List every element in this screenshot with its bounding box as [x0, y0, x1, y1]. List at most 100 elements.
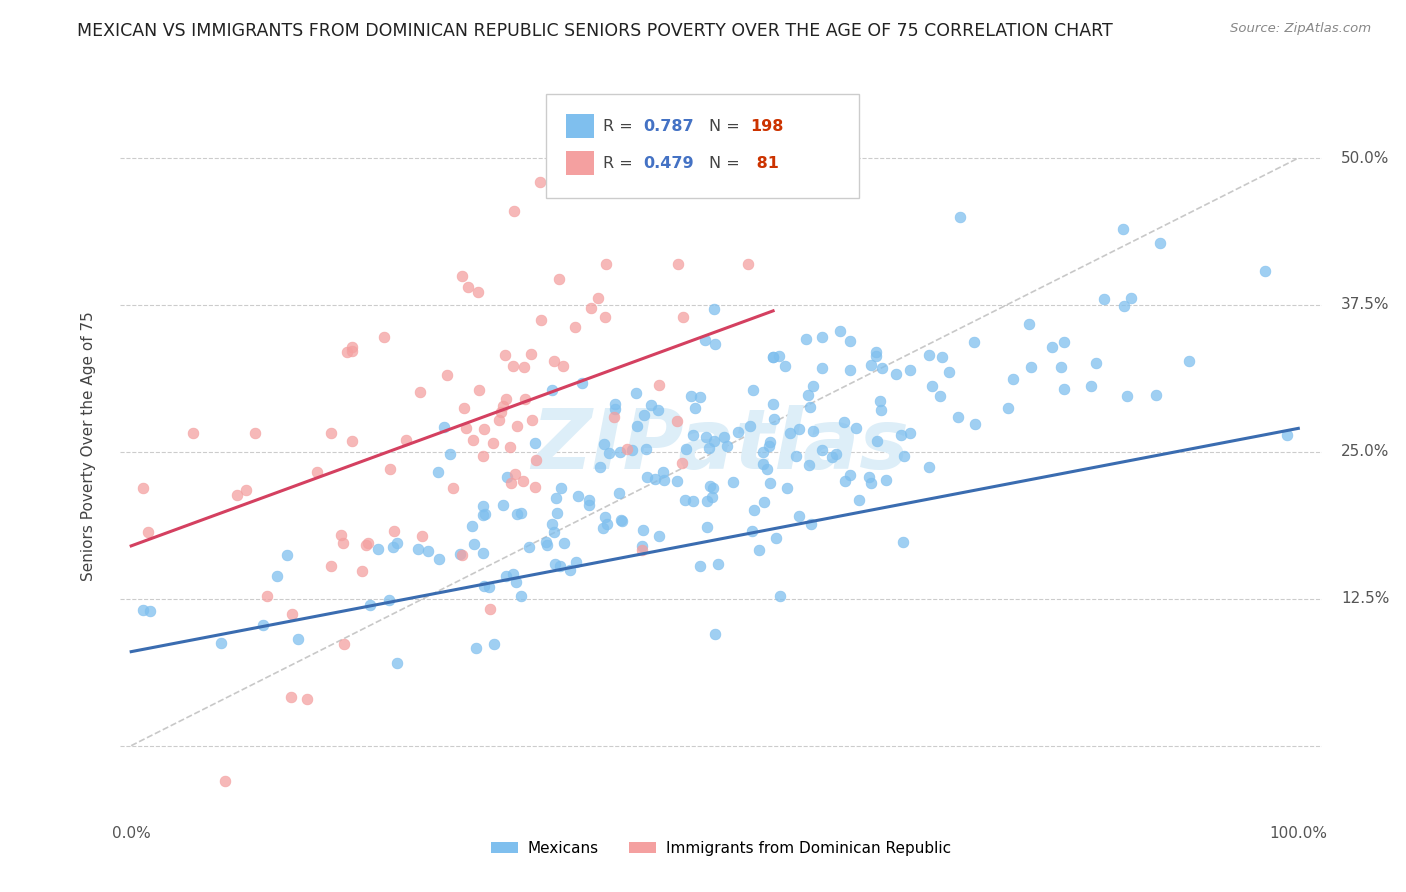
Text: R =: R =: [603, 156, 638, 170]
Point: [367, 542, 389, 557]
Point: [727, 425, 749, 440]
Point: [132, 481, 155, 495]
Point: [1275, 427, 1298, 442]
Point: [524, 452, 547, 467]
Point: [225, 488, 247, 502]
Point: [737, 257, 759, 271]
Point: [671, 456, 693, 470]
Point: [607, 486, 630, 500]
Point: [610, 515, 633, 529]
Point: [633, 408, 655, 422]
Point: [385, 536, 408, 550]
Point: [579, 301, 602, 315]
Point: [501, 476, 523, 491]
Point: [636, 470, 658, 484]
Point: [707, 557, 730, 571]
Point: [449, 547, 471, 561]
Text: N =: N =: [709, 156, 744, 170]
Point: [787, 509, 810, 524]
Point: [682, 494, 704, 508]
Point: [751, 445, 773, 459]
Text: N =: N =: [709, 119, 744, 134]
Point: [702, 482, 724, 496]
Point: [564, 320, 586, 334]
Point: [603, 397, 626, 411]
Point: [427, 552, 450, 566]
Point: [700, 491, 723, 505]
Point: [506, 507, 529, 521]
Point: [1053, 382, 1076, 396]
Point: [860, 358, 883, 372]
Point: [762, 397, 785, 411]
Point: [799, 401, 821, 415]
Text: 37.5%: 37.5%: [1341, 297, 1389, 312]
Point: [695, 334, 717, 348]
Point: [433, 420, 456, 434]
Point: [938, 365, 960, 379]
Point: [461, 433, 484, 447]
Point: [949, 210, 972, 224]
Point: [616, 442, 638, 456]
Point: [785, 449, 807, 463]
Point: [648, 529, 671, 543]
Point: [900, 362, 922, 376]
Point: [695, 430, 717, 444]
Point: [235, 483, 257, 497]
Point: [1092, 292, 1115, 306]
Point: [595, 257, 617, 271]
Point: [544, 558, 567, 572]
Point: [451, 268, 474, 283]
Point: [762, 351, 785, 365]
Point: [593, 310, 616, 324]
Point: [510, 506, 533, 520]
Point: [214, 773, 236, 788]
Point: [652, 465, 675, 479]
Point: [502, 204, 524, 219]
FancyBboxPatch shape: [565, 152, 595, 175]
Point: [471, 449, 494, 463]
Point: [295, 691, 318, 706]
Point: [626, 419, 648, 434]
Point: [495, 392, 517, 406]
Point: [488, 413, 510, 427]
Point: [801, 379, 824, 393]
Point: [665, 414, 688, 428]
Text: 0.479: 0.479: [644, 156, 695, 170]
Point: [515, 392, 537, 406]
Point: [797, 387, 820, 401]
Point: [648, 378, 671, 392]
Point: [280, 690, 302, 704]
Point: [505, 575, 527, 590]
Point: [596, 517, 619, 532]
Point: [503, 467, 526, 482]
Point: [378, 461, 401, 475]
Point: [482, 436, 505, 450]
Point: [869, 393, 891, 408]
Point: [409, 385, 432, 400]
Point: [436, 368, 458, 382]
Point: [870, 361, 893, 376]
Point: [799, 458, 821, 472]
Point: [406, 542, 429, 557]
Point: [811, 330, 834, 344]
Point: [1144, 387, 1167, 401]
Point: [456, 420, 478, 434]
Point: [578, 498, 600, 512]
Point: [609, 444, 631, 458]
Point: [378, 592, 401, 607]
Point: [825, 447, 848, 461]
Point: [457, 280, 479, 294]
Point: [1019, 360, 1042, 375]
Point: [520, 347, 543, 361]
Point: [666, 257, 689, 271]
Point: [918, 348, 941, 362]
Point: [340, 434, 363, 448]
Point: [496, 469, 519, 483]
Point: [631, 542, 654, 557]
Point: [287, 632, 309, 647]
Point: [1084, 356, 1107, 370]
Point: [498, 440, 520, 454]
Point: [765, 531, 787, 545]
Point: [834, 474, 856, 488]
Point: [382, 524, 405, 538]
